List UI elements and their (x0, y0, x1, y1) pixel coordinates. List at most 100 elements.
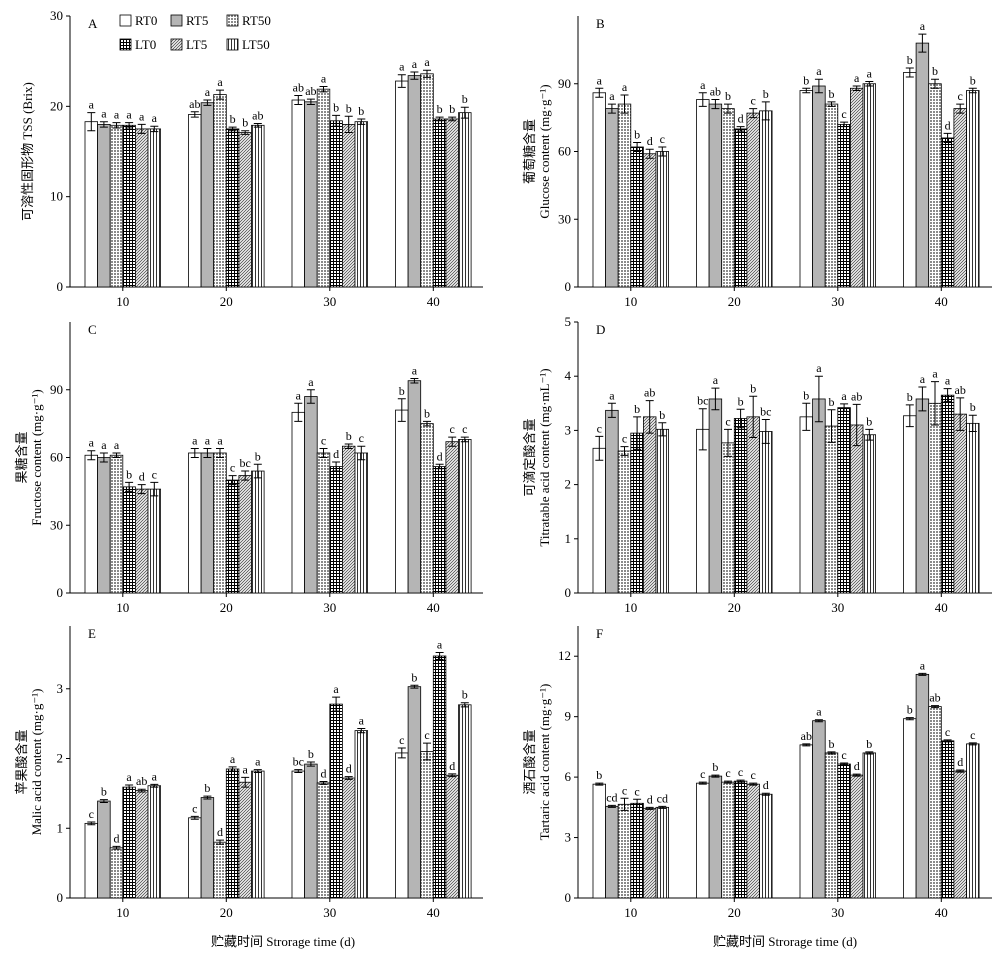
panel-d-sig-letter: a (932, 367, 938, 381)
panel-a-sig-letter: b (462, 92, 468, 106)
panel-b-bar-lt5-10 (643, 153, 657, 288)
panel-f-xtick-label: 30 (831, 905, 844, 920)
panel-e-sig-letter: ab (136, 774, 147, 788)
panel-f-sig-letter: ab (929, 691, 940, 705)
panel-f-bar-lt0-30 (837, 763, 851, 899)
panel-b-sig-letter: a (597, 73, 603, 87)
legend: RT0 RT5 RT50 LT0 LT5 LT50 (119, 13, 271, 52)
panel-e-sig-letter: d (346, 762, 352, 776)
panel-d-sig-letter: a (609, 388, 615, 402)
panel-d-sig-letter: c (597, 421, 602, 435)
panel-e-errorbar (306, 761, 315, 767)
panel-e-bar-lt5-10 (134, 790, 149, 899)
panel-e-sig-letter: a (359, 714, 365, 728)
panel-c-errorbar (397, 398, 406, 422)
panel-b-bar-lt5-40 (953, 108, 967, 288)
panel-e-errorbar (228, 766, 237, 772)
panel-e-sig-letter: b (308, 747, 314, 761)
panel-b-sig-letter: b (970, 73, 976, 87)
panel-e-sig-letter: c (192, 801, 197, 815)
panel-e-bar-rt50-20 (213, 841, 227, 899)
panel-f-errorbar (865, 751, 874, 755)
panel-d-xtick-label: 30 (831, 600, 844, 615)
panel-e: E 0 1 2 3 苹果酸含量Malic acid content (mg·g⁻¹) 10 c… (14, 626, 483, 920)
panel-f-xtick-label: 10 (624, 905, 637, 920)
panel-a-errorbar (228, 126, 237, 132)
panel-a-errorbar (344, 115, 353, 134)
panel-e-bar-lt50-10 (147, 785, 162, 899)
panel-e-bar-rt5-20 (200, 797, 215, 899)
panel-d-bar-rt0-30 (799, 416, 814, 594)
panel-c-sig-letter: b (346, 429, 352, 443)
panel-f-xtick-label: 40 (935, 905, 948, 920)
legend-label-lt5: LT5 (186, 37, 207, 52)
panel-d-bar-rt5-20 (708, 398, 723, 594)
panel-a-bar-rt50-20 (213, 94, 227, 288)
panel-a-sig-letter: ab (305, 84, 316, 98)
panel-a-errorbar (423, 69, 431, 78)
panel-c-errorbar (423, 420, 431, 427)
panel-c-sig-letter: a (101, 438, 107, 452)
panel-f-bar-lt50-10 (655, 806, 670, 899)
legend-swatch-rt5 (170, 14, 183, 27)
panel-e-bar-rt0-10 (84, 822, 99, 899)
panel-e-errorbar (423, 742, 431, 761)
panel-b-sig-letter: d (945, 118, 951, 132)
panel-f-errorbar (658, 805, 667, 809)
panel-a-errorbar (216, 89, 224, 100)
panel-f-sig-letter: a (920, 658, 926, 672)
panel-a-sig-letter: b (437, 102, 443, 116)
panel-a-ytick-label: 10 (50, 189, 63, 204)
panel-c-sig-letter: a (114, 438, 120, 452)
panel-e-bar-lt50-20 (251, 770, 265, 899)
panel-b-letter: B (596, 16, 605, 31)
panel-f-errorbar (943, 739, 952, 743)
panel-d-xtick-label: 40 (935, 600, 948, 615)
panel-f-errorbar (595, 782, 604, 786)
panel-f-sig-letter: d (647, 792, 653, 806)
panel-b-errorbar (968, 87, 977, 94)
panel-e-bar-rt0-20 (188, 817, 202, 899)
legend-swatch-lt50 (226, 38, 239, 51)
panel-a-sig-letter: a (126, 108, 132, 122)
panel-f-xtick-label: 20 (728, 905, 741, 920)
panel-d-errorbar (736, 408, 745, 429)
panel-c-bar-lt0-10 (122, 486, 136, 594)
panel-a-errorbar (203, 99, 212, 106)
panel-f-ytick-label: 12 (558, 648, 571, 663)
panel-d-errorbar (968, 414, 977, 432)
panel-c-errorbar (99, 452, 108, 463)
panel-b-xtick-label: 10 (624, 294, 637, 309)
panel-a-errorbar (253, 122, 262, 128)
panel-a-errorbar (241, 130, 250, 135)
panel-b-bar-lt50-40 (966, 90, 980, 288)
panel-e-ytick-label: 3 (57, 681, 64, 696)
panel-a-bar-rt0-40 (395, 80, 409, 288)
panel-a-errorbar (319, 85, 328, 93)
panel-a-errorbar (332, 114, 341, 127)
panel-b-errorbar (736, 126, 745, 132)
panel-a-bar-rt50-30 (316, 88, 331, 288)
panel-d-sig-letter: b (970, 400, 976, 414)
panel-d-sig-letter: b (907, 390, 913, 404)
panel-e-errorbar (203, 795, 212, 800)
panel-a-bar-lt50-20 (251, 124, 265, 288)
panel-d-ytick-label: 0 (565, 585, 572, 600)
panel-a-sig-letter: a (217, 75, 223, 89)
panel-c-errorbar (344, 443, 353, 449)
panel-c-bar-lt50-10 (147, 488, 162, 594)
panel-d-errorbar (840, 403, 849, 412)
panel-b-ytick-label: 90 (558, 76, 571, 91)
legend-label-rt50: RT50 (242, 13, 271, 28)
panel-b-sig-letter: a (700, 78, 706, 92)
panel-f-sig-letter: cd (657, 791, 668, 805)
panel-b-errorbar (658, 146, 667, 157)
panel-e-errorbar (448, 773, 457, 778)
panel-b-errorbar (620, 94, 629, 114)
panel-f-sig-letter: c (622, 783, 627, 797)
panel-d-bar-lt50-10 (655, 428, 670, 594)
panel-d-sig-letter: a (841, 389, 847, 403)
panel-e-errorbar (357, 728, 366, 734)
panel-c-bar-rt50-20 (213, 452, 227, 594)
